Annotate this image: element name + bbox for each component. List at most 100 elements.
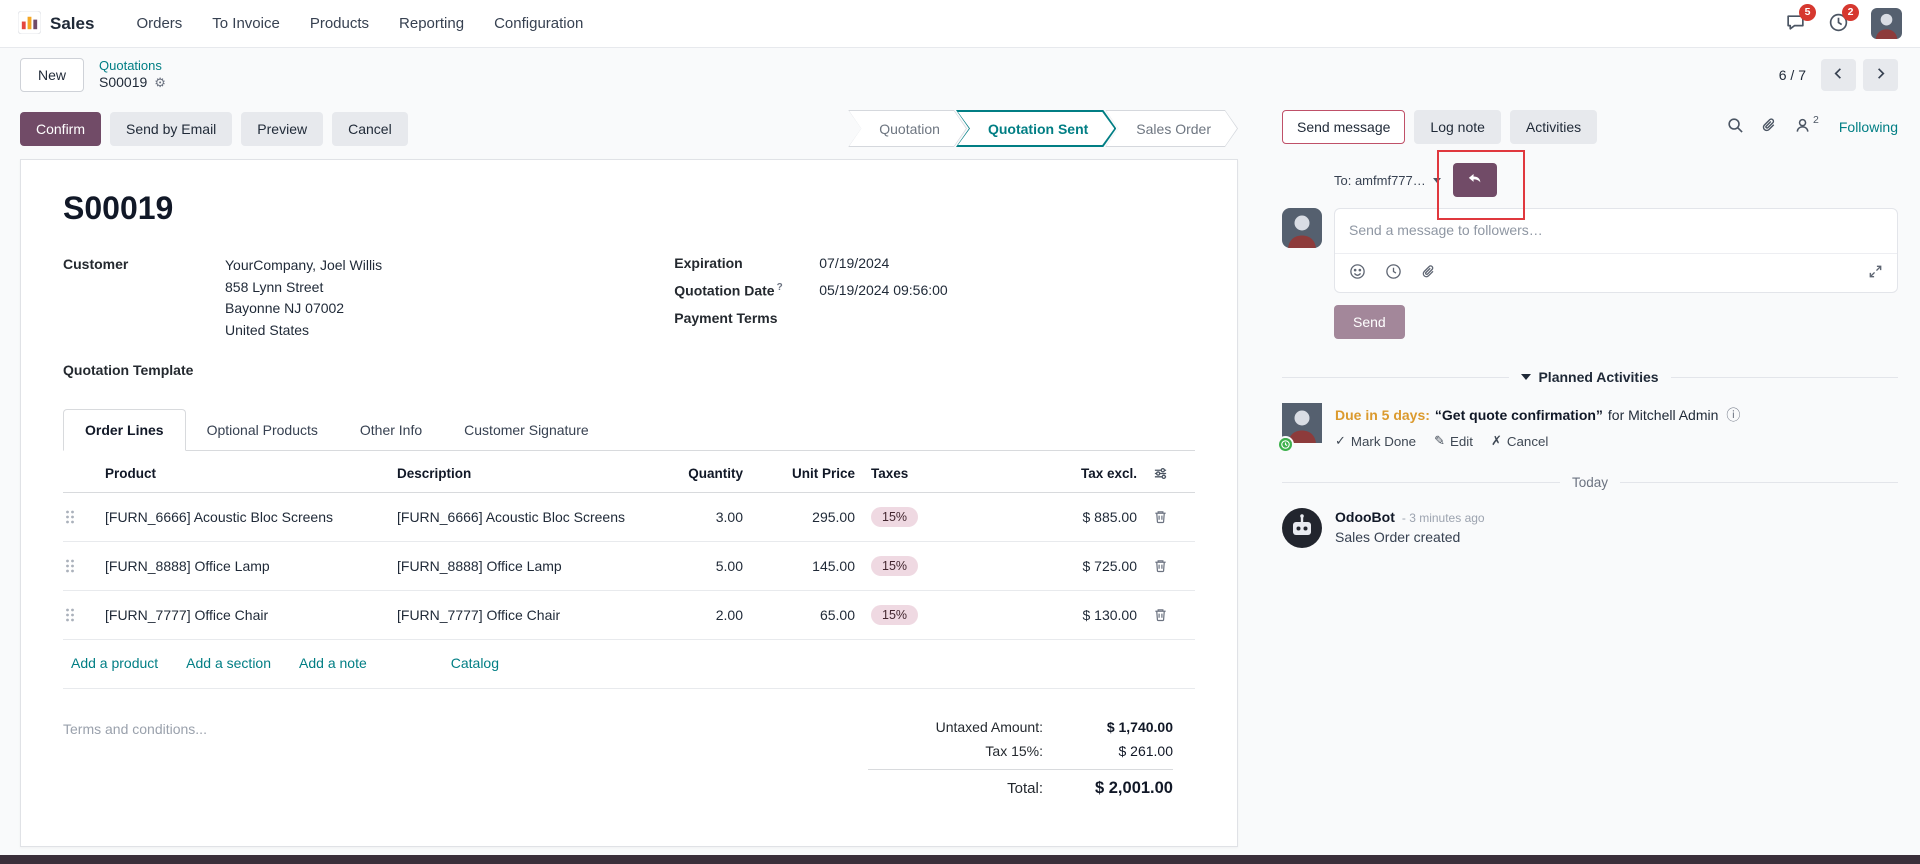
- product-column-header[interactable]: Product: [97, 452, 389, 493]
- quantity-cell[interactable]: 3.00: [647, 492, 751, 542]
- record-name: S00019: [99, 74, 148, 91]
- delete-row-icon[interactable]: [1153, 607, 1168, 622]
- mark-done-button[interactable]: ✓ Mark Done: [1335, 433, 1417, 449]
- nav-item-reporting[interactable]: Reporting: [387, 7, 476, 40]
- send-message-button[interactable]: Send message: [1282, 110, 1406, 144]
- top-nav: Sales Orders To Invoice Products Reporti…: [0, 0, 1920, 48]
- unit-price-cell[interactable]: 295.00: [751, 492, 863, 542]
- tax-excl-column-header[interactable]: Tax excl.: [1013, 452, 1145, 493]
- followers-count: 2: [1813, 114, 1819, 126]
- tab-order-lines[interactable]: Order Lines: [63, 408, 186, 451]
- attach-file-icon[interactable]: [1421, 264, 1437, 283]
- activities-schedule-button[interactable]: Activities: [1509, 110, 1598, 144]
- nav-item-products[interactable]: Products: [298, 7, 381, 40]
- unit-price-cell[interactable]: 65.00: [751, 590, 863, 640]
- log-note-button[interactable]: Log note: [1414, 110, 1501, 144]
- info-icon[interactable]: ⓘ: [1726, 407, 1741, 423]
- breadcrumb-quotations-link[interactable]: Quotations: [99, 58, 162, 74]
- app-name: Sales: [50, 13, 95, 33]
- tab-customer-signature[interactable]: Customer Signature: [443, 409, 610, 451]
- edit-activity-button[interactable]: ✎ Edit: [1434, 433, 1473, 449]
- message-composer: [1282, 208, 1898, 293]
- tab-optional-products[interactable]: Optional Products: [186, 409, 339, 451]
- followers-button[interactable]: 2: [1795, 114, 1819, 137]
- user-menu-avatar[interactable]: [1871, 8, 1902, 39]
- statusbar-step-sales-order[interactable]: Sales Order: [1105, 110, 1238, 147]
- product-cell[interactable]: [FURN_7777] Office Chair: [97, 590, 389, 640]
- drag-handle-icon[interactable]: [65, 509, 75, 525]
- delete-row-icon[interactable]: [1153, 509, 1168, 524]
- pager-previous-button[interactable]: [1821, 59, 1856, 91]
- delete-row-icon[interactable]: [1153, 558, 1168, 573]
- tab-other-info[interactable]: Other Info: [339, 409, 443, 451]
- product-cell[interactable]: [FURN_8888] Office Lamp: [97, 541, 389, 591]
- unit-price-column-header[interactable]: Unit Price: [751, 452, 863, 493]
- message-input[interactable]: [1335, 209, 1897, 253]
- add-section-link[interactable]: Add a section: [186, 654, 272, 671]
- product-cell[interactable]: [FURN_6666] Acoustic Bloc Screens: [97, 492, 389, 542]
- catalog-link[interactable]: Catalog: [450, 654, 500, 671]
- description-cell[interactable]: [FURN_7777] Office Chair: [389, 590, 647, 640]
- nav-item-orders[interactable]: Orders: [124, 7, 194, 40]
- check-icon: ✓: [1335, 433, 1346, 448]
- quantity-cell[interactable]: 5.00: [647, 541, 751, 591]
- drag-handle-icon[interactable]: [65, 607, 75, 623]
- taxes-column-header[interactable]: Taxes: [863, 452, 1013, 493]
- expiration-field[interactable]: 07/19/2024: [819, 255, 890, 271]
- description-cell[interactable]: [FURN_8888] Office Lamp: [389, 541, 647, 591]
- taxes-cell[interactable]: 15%: [863, 541, 1013, 591]
- statusbar-step-quotation-sent[interactable]: Quotation Sent: [956, 110, 1116, 147]
- totals-block: Untaxed Amount: $ 1,740.00 Tax 15%: $ 26…: [868, 715, 1173, 802]
- add-product-link[interactable]: Add a product: [71, 654, 159, 671]
- description-cell[interactable]: [FURN_6666] Acoustic Bloc Screens: [389, 492, 647, 542]
- cross-icon: ✗: [1490, 433, 1502, 448]
- table-header-row: Product Description Quantity Unit Price …: [63, 452, 1195, 493]
- quantity-column-header[interactable]: Quantity: [647, 452, 751, 493]
- nav-item-configuration[interactable]: Configuration: [482, 7, 595, 40]
- preview-button[interactable]: Preview: [241, 111, 324, 146]
- send-by-email-button[interactable]: Send by Email: [110, 111, 233, 146]
- attachments-icon[interactable]: [1761, 117, 1778, 137]
- quantity-cell[interactable]: 2.00: [647, 590, 751, 640]
- add-note-link[interactable]: Add a note: [299, 654, 367, 671]
- terms-and-conditions-field[interactable]: Terms and conditions...: [63, 720, 207, 737]
- pager-next-button[interactable]: [1863, 59, 1898, 91]
- drag-handle-icon[interactable]: [65, 558, 75, 574]
- activity-user-avatar: [1282, 403, 1322, 446]
- send-button[interactable]: Send: [1334, 305, 1405, 339]
- gear-icon[interactable]: ⚙: [154, 75, 166, 91]
- systray: 5 2: [1785, 3, 1902, 39]
- description-column-header[interactable]: Description: [389, 452, 647, 493]
- full-composer-button[interactable]: [1452, 163, 1497, 197]
- statusbar-step-quotation[interactable]: Quotation: [848, 110, 967, 147]
- nav-item-to-invoice[interactable]: To Invoice: [200, 7, 292, 40]
- form-column: Confirm Send by Email Preview Cancel Quo…: [0, 98, 1258, 847]
- payment-terms-label: Payment Terms: [674, 309, 778, 326]
- unit-price-cell[interactable]: 145.00: [751, 541, 863, 591]
- table-row: [FURN_7777] Office Chair [FURN_7777] Off…: [63, 590, 1195, 640]
- cancel-button[interactable]: Cancel: [332, 111, 408, 146]
- planned-activities-divider: Planned Activities: [1282, 369, 1898, 385]
- taxes-cell[interactable]: 15%: [863, 590, 1013, 640]
- planned-activities-title[interactable]: Planned Activities: [1521, 369, 1659, 385]
- customer-field[interactable]: YourCompany, Joel Willis 858 Lynn Street…: [225, 255, 382, 342]
- quotation-date-field[interactable]: 05/19/2024 09:56:00: [819, 282, 948, 298]
- taxes-cell[interactable]: 15%: [863, 492, 1013, 542]
- optional-columns-icon[interactable]: [1153, 466, 1168, 481]
- recipients-caret-icon[interactable]: [1432, 177, 1441, 183]
- cancel-activity-button[interactable]: ✗ Cancel: [1490, 433, 1549, 449]
- bottom-screen-edge: [0, 855, 1920, 864]
- new-button[interactable]: New: [20, 58, 85, 92]
- emoji-icon[interactable]: [1349, 263, 1366, 283]
- activities-button[interactable]: 2: [1828, 3, 1859, 36]
- search-messages-icon[interactable]: [1727, 117, 1744, 137]
- customer-name[interactable]: YourCompany, Joel Willis: [225, 257, 383, 273]
- following-button[interactable]: Following: [1838, 119, 1898, 135]
- app-switcher[interactable]: Sales: [17, 10, 95, 37]
- confirm-button[interactable]: Confirm: [20, 111, 102, 146]
- message-author[interactable]: OdooBot: [1335, 509, 1395, 525]
- expand-composer-icon[interactable]: [1868, 264, 1883, 282]
- composer-recipients-row: To: amfmf777…: [1334, 150, 1898, 220]
- messages-button[interactable]: 5: [1785, 3, 1816, 36]
- schedule-message-icon[interactable]: [1385, 263, 1402, 283]
